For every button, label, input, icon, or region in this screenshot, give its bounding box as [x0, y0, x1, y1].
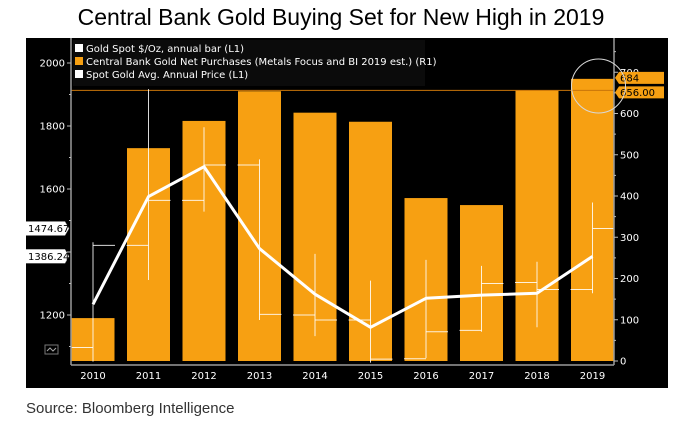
right-tick-label: 100: [620, 315, 639, 326]
annotations-layer: 1474.67 1386.24 684 656.00: [26, 58, 664, 264]
chart-panel: 1200160018002000010020030040050060070020…: [26, 38, 668, 388]
x-tick-label: 2017: [469, 371, 494, 382]
left-value-tag-box: [26, 249, 70, 264]
highlight-circle-2019: [571, 58, 626, 114]
legend-layer: Gold Spot $/Oz, annual bar (L1) Central B…: [73, 40, 437, 86]
x-tick-label: 2012: [191, 371, 216, 382]
left-value-tag: 1474.67: [26, 221, 70, 236]
right-tick-label: 200: [620, 274, 639, 285]
chart-type-icon-glyph: [46, 347, 57, 352]
chart-type-icon-frame: [44, 344, 59, 355]
left-tick-label: 1200: [40, 311, 65, 322]
right-tick-label: 400: [620, 192, 639, 203]
left-value-tag: 1386.24: [26, 249, 70, 264]
bars-layer: [71, 78, 614, 362]
avg-price-line: [91, 165, 594, 329]
chart-title: Central Bank Gold Buying Set for New Hig…: [77, 4, 605, 30]
left-value-tag-text: 1386.24: [28, 252, 69, 263]
source-note: Source: Bloomberg Intelligence: [26, 400, 235, 417]
left-tick-label: 1800: [40, 122, 65, 133]
x-tick-label: 2013: [247, 371, 272, 382]
right-value-tag: 656.00: [615, 86, 664, 99]
axes-layer: 1200160018002000010020030040050060070020…: [40, 38, 639, 382]
x-tick-label: 2014: [302, 371, 327, 382]
right-value-tag-text: 684: [620, 73, 639, 84]
x-tick-label: 2019: [580, 371, 605, 382]
x-tick-label: 2011: [136, 371, 161, 382]
legend-label: Spot Gold Avg. Annual Price (L1): [86, 70, 248, 81]
legend-swatch: [75, 44, 83, 52]
legend-swatch: [75, 70, 83, 78]
x-tick-label: 2010: [80, 371, 105, 382]
x-tick-label: 2018: [524, 371, 549, 382]
right-tick-label: 600: [620, 109, 639, 120]
chart-svg: 1200160018002000010020030040050060070020…: [26, 38, 664, 382]
left-tick-label: 1600: [40, 185, 65, 196]
left-value-tag-box: [26, 221, 70, 236]
chart-type-icon: [44, 344, 59, 355]
right-tick-label: 300: [620, 233, 639, 244]
right-value-tag-text: 656.00: [620, 88, 655, 99]
legend-label: Gold Spot $/Oz, annual bar (L1): [86, 44, 244, 55]
right-tick-label: 0: [620, 357, 626, 368]
x-tick-label: 2015: [358, 371, 383, 382]
left-tick-label: 2000: [40, 59, 65, 70]
right-value-tag-box: [615, 71, 664, 84]
legend-label: Central Bank Gold Net Purchases (Metals …: [86, 57, 437, 68]
ohlc-layer: [71, 89, 615, 363]
right-value-tag-box: [615, 86, 664, 99]
x-tick-label: 2016: [413, 371, 438, 382]
right-tick-label: 500: [620, 150, 639, 161]
line-layer: [91, 165, 594, 329]
left-value-tag-text: 1474.67: [28, 224, 69, 235]
legend-swatch: [75, 57, 83, 65]
right-value-tag: 684: [615, 71, 664, 84]
legend-box: [73, 40, 425, 86]
